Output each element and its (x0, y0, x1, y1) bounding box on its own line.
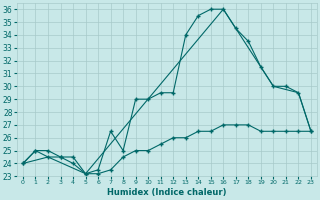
X-axis label: Humidex (Indice chaleur): Humidex (Indice chaleur) (107, 188, 227, 197)
